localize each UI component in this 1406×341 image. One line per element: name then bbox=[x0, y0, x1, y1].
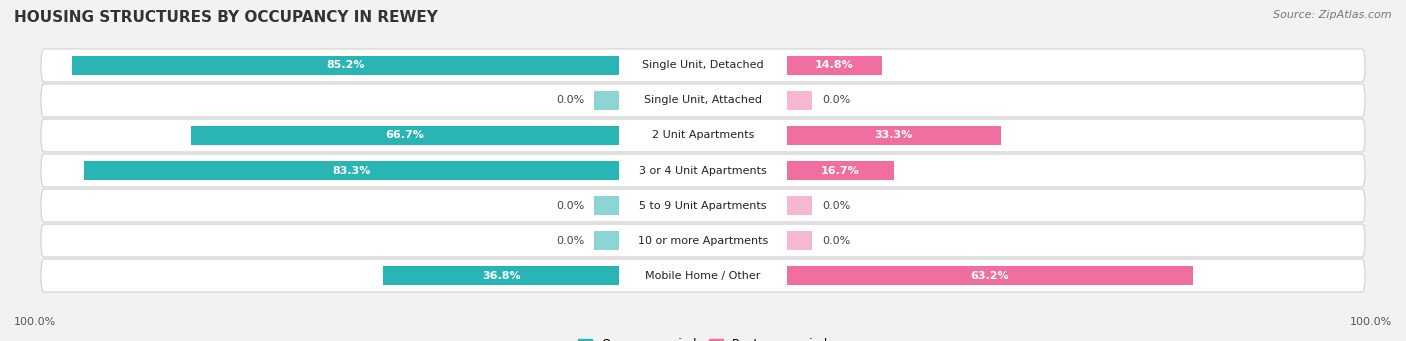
Text: 83.3%: 83.3% bbox=[333, 165, 371, 176]
Text: 3 or 4 Unit Apartments: 3 or 4 Unit Apartments bbox=[640, 165, 766, 176]
Bar bbox=[786, 266, 1192, 285]
Bar bbox=[84, 161, 620, 180]
Bar bbox=[786, 91, 813, 110]
Text: 63.2%: 63.2% bbox=[970, 270, 1010, 281]
Text: 10 or more Apartments: 10 or more Apartments bbox=[638, 236, 768, 246]
Text: 0.0%: 0.0% bbox=[823, 201, 851, 210]
Bar bbox=[593, 196, 620, 215]
Text: Single Unit, Detached: Single Unit, Detached bbox=[643, 60, 763, 71]
Bar bbox=[786, 161, 894, 180]
FancyBboxPatch shape bbox=[41, 259, 1365, 292]
Bar bbox=[382, 266, 620, 285]
FancyBboxPatch shape bbox=[41, 119, 1365, 152]
Bar bbox=[786, 126, 1001, 145]
Text: 14.8%: 14.8% bbox=[814, 60, 853, 71]
Text: 16.7%: 16.7% bbox=[821, 165, 859, 176]
Bar bbox=[786, 56, 882, 75]
Text: 2 Unit Apartments: 2 Unit Apartments bbox=[652, 131, 754, 140]
FancyBboxPatch shape bbox=[41, 49, 1365, 82]
FancyBboxPatch shape bbox=[41, 84, 1365, 117]
Text: 66.7%: 66.7% bbox=[385, 131, 425, 140]
Text: 36.8%: 36.8% bbox=[482, 270, 520, 281]
Text: 5 to 9 Unit Apartments: 5 to 9 Unit Apartments bbox=[640, 201, 766, 210]
Text: 0.0%: 0.0% bbox=[555, 95, 583, 105]
Text: Single Unit, Attached: Single Unit, Attached bbox=[644, 95, 762, 105]
Text: 100.0%: 100.0% bbox=[14, 317, 56, 327]
Bar bbox=[593, 91, 620, 110]
Bar bbox=[786, 196, 813, 215]
Text: 0.0%: 0.0% bbox=[823, 95, 851, 105]
FancyBboxPatch shape bbox=[41, 154, 1365, 187]
Text: 85.2%: 85.2% bbox=[326, 60, 366, 71]
FancyBboxPatch shape bbox=[41, 224, 1365, 257]
Bar bbox=[786, 231, 813, 250]
Text: Source: ZipAtlas.com: Source: ZipAtlas.com bbox=[1274, 10, 1392, 20]
Bar bbox=[191, 126, 620, 145]
Text: 100.0%: 100.0% bbox=[1350, 317, 1392, 327]
Text: HOUSING STRUCTURES BY OCCUPANCY IN REWEY: HOUSING STRUCTURES BY OCCUPANCY IN REWEY bbox=[14, 10, 437, 25]
Text: 0.0%: 0.0% bbox=[823, 236, 851, 246]
Text: 0.0%: 0.0% bbox=[555, 236, 583, 246]
Text: Mobile Home / Other: Mobile Home / Other bbox=[645, 270, 761, 281]
Text: 33.3%: 33.3% bbox=[875, 131, 912, 140]
FancyBboxPatch shape bbox=[41, 189, 1365, 222]
Legend: Owner-occupied, Renter-occupied: Owner-occupied, Renter-occupied bbox=[578, 338, 828, 341]
Bar bbox=[593, 231, 620, 250]
Bar bbox=[72, 56, 620, 75]
Text: 0.0%: 0.0% bbox=[555, 201, 583, 210]
